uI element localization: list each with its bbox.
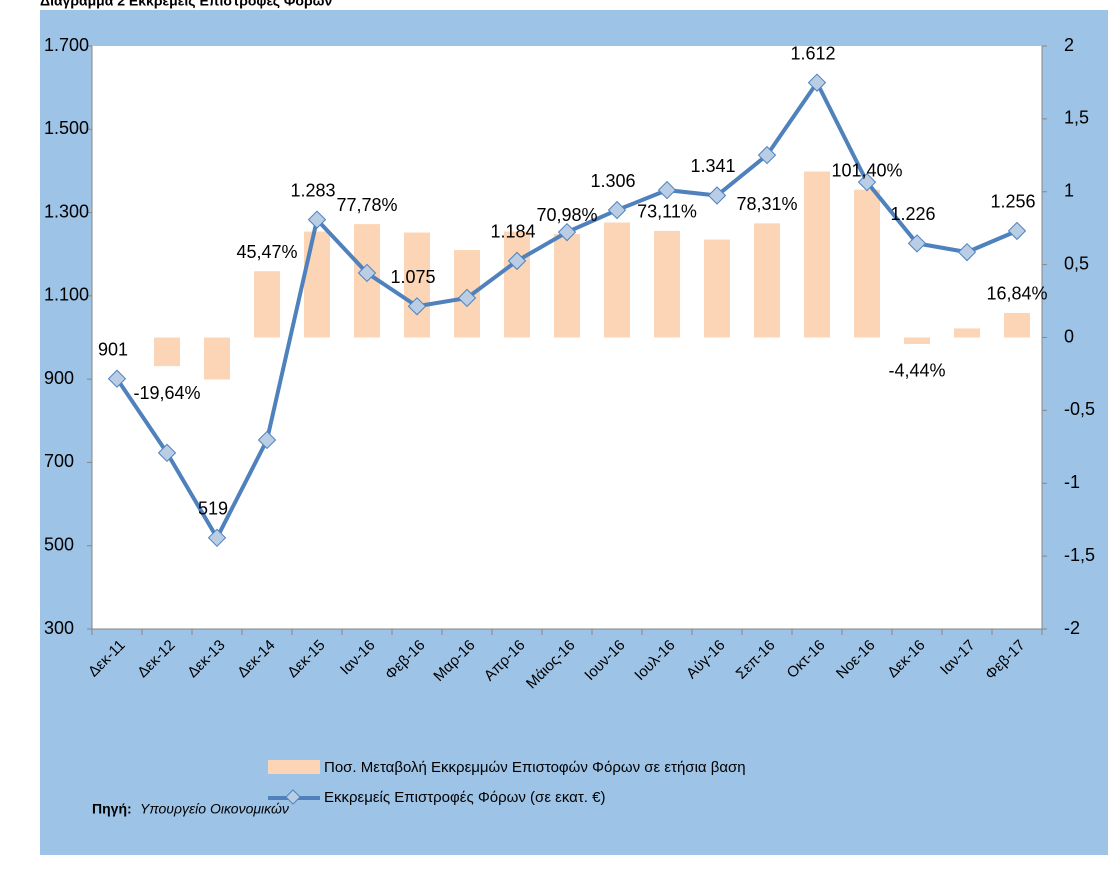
y-tick-label: 1.700 <box>44 35 89 55</box>
y-tick-label: 700 <box>44 451 74 471</box>
y2-tick-label: -2 <box>1064 618 1080 638</box>
bar-value-label: 70,98% <box>536 205 597 225</box>
marker <box>257 430 277 450</box>
marker <box>457 288 477 308</box>
y2-tick-label: -0,5 <box>1064 399 1095 419</box>
y2-tick-label: 1,5 <box>1064 108 1089 128</box>
bar <box>554 234 580 338</box>
y-tick-label: 1.300 <box>44 201 89 221</box>
legend-label: Ποσ. Μεταβολή Εκκρεμμών Επιστοφών Φόρων … <box>324 759 746 776</box>
bar-value-label: 101,40% <box>831 160 902 180</box>
bar-value-label: -19,64% <box>133 383 200 403</box>
bar <box>704 239 730 338</box>
page-title: Διάγραμμα 2 Εκκρεμείς Επιστροφές Φόρων <box>40 0 332 9</box>
bar <box>504 231 530 338</box>
marker <box>307 210 327 229</box>
marker <box>857 172 877 192</box>
legend-marker <box>285 789 301 805</box>
line-value-label: 1.306 <box>590 171 635 191</box>
bar <box>1004 312 1030 338</box>
bar <box>854 189 880 338</box>
line-value-label: 1.341 <box>690 156 735 176</box>
marker <box>757 145 777 165</box>
marker <box>607 200 627 220</box>
line-value-label: 519 <box>198 499 228 519</box>
bar-value-label: -4,44% <box>888 361 945 381</box>
bar <box>404 232 430 338</box>
bar <box>604 222 630 338</box>
line-value-label: 1.612 <box>790 43 835 63</box>
y2-tick-label: -1 <box>1064 472 1080 492</box>
marker <box>957 242 977 262</box>
bar <box>304 231 330 338</box>
y2-tick-label: -1,5 <box>1064 545 1095 565</box>
marker <box>107 369 127 388</box>
marker <box>707 186 727 205</box>
bar-value-label: 78,31% <box>736 194 797 214</box>
source-label: Πηγή: <box>92 801 132 817</box>
marker <box>1007 221 1027 241</box>
bar <box>754 223 780 338</box>
y2-tick-label: 0 <box>1064 326 1074 346</box>
marker <box>157 443 177 463</box>
source: Υπουργείο Οικονομικών <box>140 801 289 817</box>
y-tick-label: 300 <box>44 618 74 638</box>
bar <box>904 337 930 344</box>
bar <box>654 230 680 338</box>
y-tick-label: 1.500 <box>44 118 89 138</box>
line-value-label: 1.184 <box>490 222 535 242</box>
marker <box>807 73 827 92</box>
marker <box>557 222 577 242</box>
bar-value-label: 16,84% <box>986 284 1047 304</box>
y2-tick-label: 2 <box>1064 35 1074 55</box>
line-value-label: 901 <box>98 339 128 359</box>
marker <box>357 263 377 283</box>
marker <box>407 297 427 316</box>
line-value-label: 1.256 <box>990 192 1035 212</box>
marker <box>657 180 677 200</box>
bar <box>804 171 830 338</box>
y2-tick-label: 1 <box>1064 181 1074 201</box>
y-tick-label: 900 <box>44 368 74 388</box>
y-tick-label: 1.100 <box>44 285 89 305</box>
bar-value-label: 77,78% <box>336 195 397 215</box>
marker <box>907 234 927 253</box>
line-value-label: 1.283 <box>290 180 335 200</box>
y-tick-label: 500 <box>44 534 74 554</box>
bar-value-label: 73,11% <box>637 202 697 222</box>
bar <box>154 337 180 367</box>
y2-tick-label: 0,5 <box>1064 253 1089 273</box>
marker <box>207 528 227 547</box>
bar-value-label: 45,47% <box>236 242 297 262</box>
marker <box>507 251 527 271</box>
bar <box>954 328 980 338</box>
line-value-label: 1.075 <box>390 267 435 287</box>
legend-swatch <box>268 760 320 774</box>
bar <box>254 271 280 338</box>
line-value-label: 1.226 <box>890 204 935 224</box>
bar <box>204 337 230 380</box>
legend-label: Εκκρεμείς Επιστροφές Φόρων (σε εκατ. €) <box>324 789 605 806</box>
